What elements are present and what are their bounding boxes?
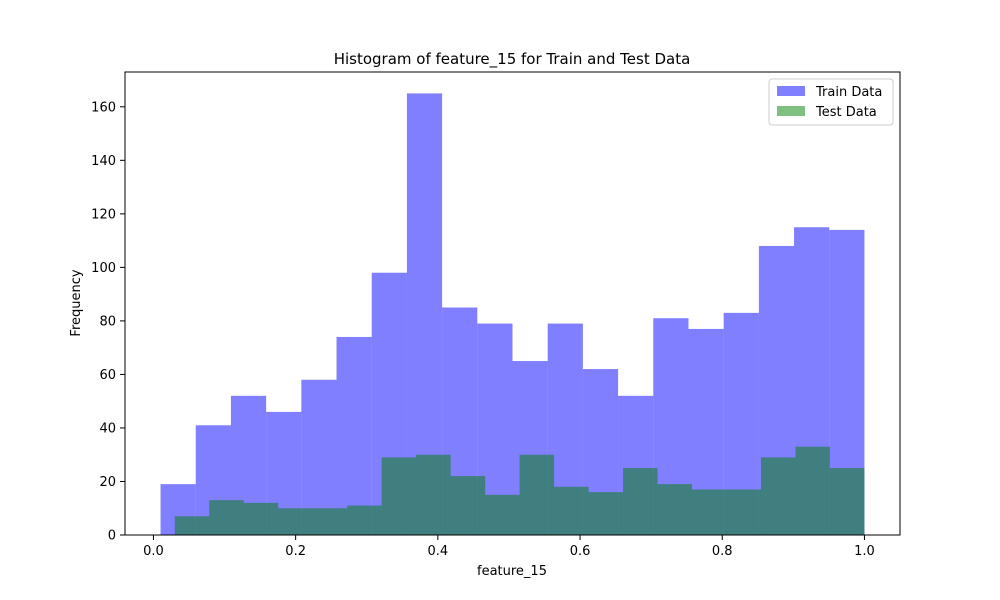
bar-test-data-3 [278, 508, 313, 535]
bar-test-data-19 [829, 468, 865, 535]
bar-test-data-13 [623, 468, 658, 535]
y-tick-label: 140 [91, 154, 116, 169]
bar-test-data-14 [657, 484, 693, 535]
bar-test-data-16 [726, 489, 761, 535]
plot-frame [124, 71, 901, 536]
bar-test-data-2 [243, 502, 279, 535]
bars-layer [160, 93, 865, 536]
bar-test-data-0 [174, 516, 210, 535]
x-tick-label: 0.6 [570, 544, 591, 559]
bar-test-data-1 [209, 500, 244, 535]
y-tick-label: 160 [91, 100, 116, 115]
legend-label-train: Train Data [815, 85, 882, 100]
y-tick-label: 60 [99, 368, 116, 383]
y-tick-label: 80 [99, 314, 116, 329]
bar-test-data-5 [347, 505, 382, 535]
x-axis-label: feature_15 [477, 564, 547, 579]
axes-layer: 0.0 0.2 0.4 0.6 0.8 1.0 0 20 40 60 80 100 120 140 160 [91, 71, 901, 559]
y-axis-label: Frequency [69, 269, 84, 336]
x-tick-label: 0.8 [712, 544, 733, 559]
bar-test-data-10 [519, 454, 555, 535]
bar-test-data-4 [312, 508, 348, 535]
bar-test-data-17 [760, 457, 796, 535]
legend: Train Data Test Data [768, 78, 894, 126]
bar-test-data-7 [416, 454, 451, 535]
x-tick-label: 0.0 [143, 544, 164, 559]
bar-train-data-5 [336, 336, 372, 535]
bar-test-data-12 [588, 492, 624, 535]
bar-test-data-9 [485, 494, 520, 535]
x-tick-label: 0.2 [285, 544, 306, 559]
bar-test-data-6 [381, 457, 417, 535]
y-tick-label: 100 [91, 261, 116, 276]
y-tick-label: 40 [99, 421, 116, 436]
bar-test-data-15 [692, 489, 727, 535]
y-tick-label: 0 [108, 529, 116, 544]
y-tick-label: 20 [99, 475, 116, 490]
x-tick-label: 1.0 [854, 544, 875, 559]
bar-test-data-8 [450, 476, 486, 535]
legend-swatch-train [777, 86, 805, 96]
x-tick-label: 0.4 [428, 544, 449, 559]
bar-test-data-18 [795, 446, 830, 535]
chart-title: Histogram of feature_15 for Train and Te… [334, 50, 691, 69]
bar-test-data-11 [554, 486, 589, 535]
legend-label-test: Test Data [815, 105, 877, 120]
y-tick-label: 120 [91, 207, 116, 222]
legend-swatch-test [777, 106, 805, 116]
